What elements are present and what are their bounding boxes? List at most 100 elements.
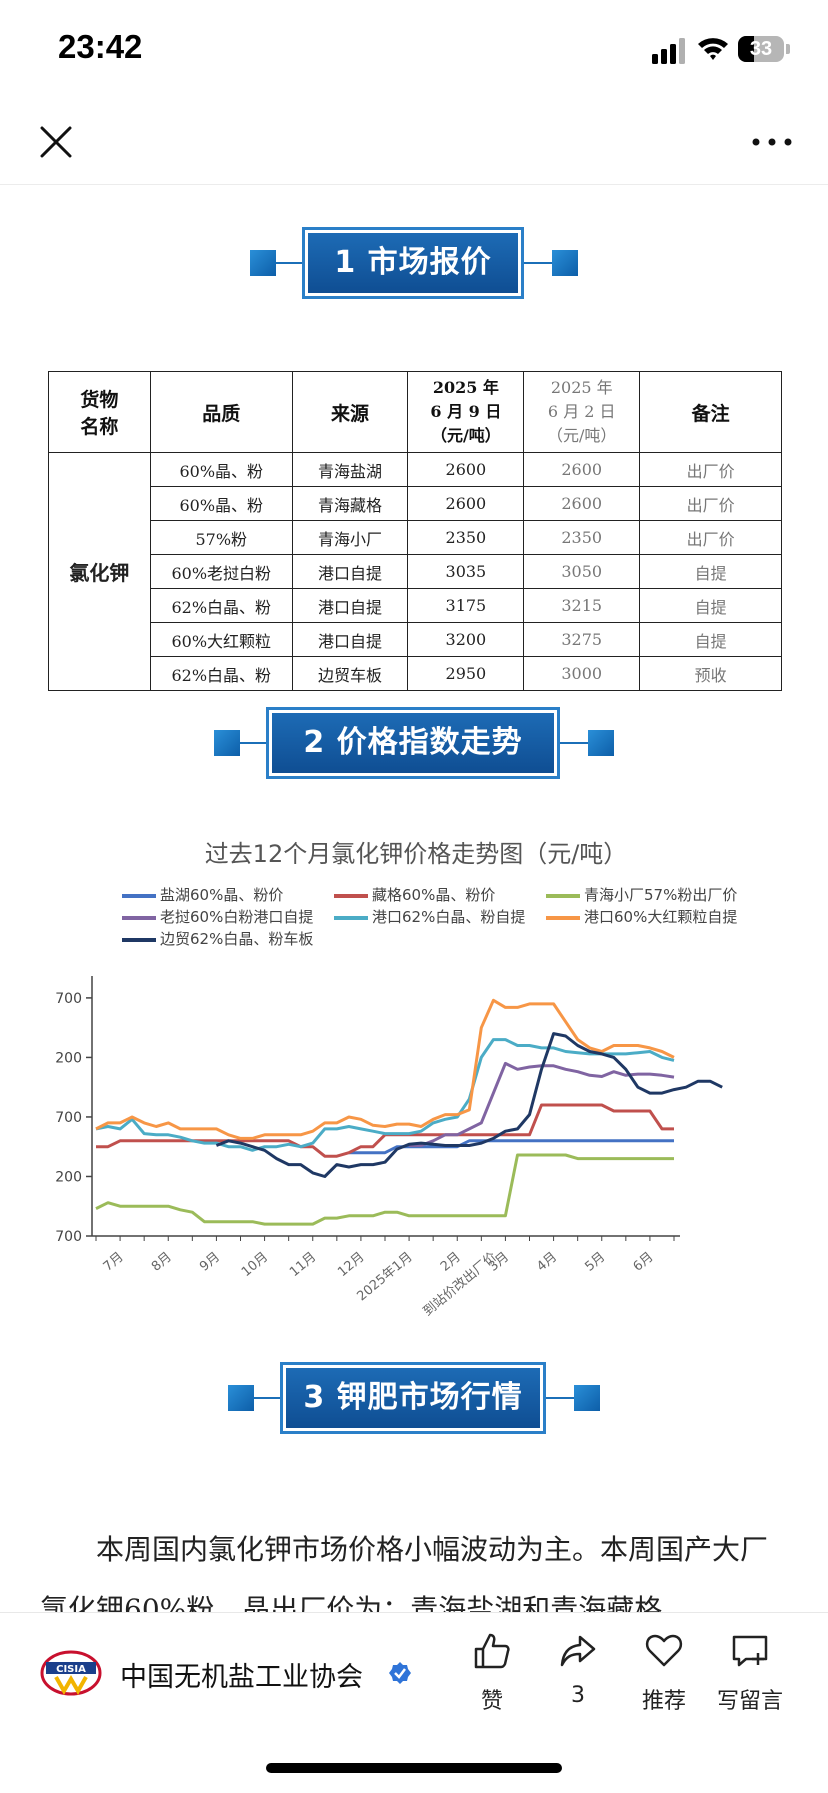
more-icon: [752, 138, 792, 146]
cell-quality: 62%白晶、粉: [149, 656, 293, 691]
cell-quality: 62%白晶、粉: [149, 588, 293, 623]
legend-item: 青海小厂57%粉出厂价: [546, 884, 737, 905]
y-tick-label: 2,700: [56, 1110, 82, 1126]
share-button[interactable]: 3: [538, 1631, 618, 1721]
cell-current: 3035: [407, 554, 525, 589]
thumbs-up-icon: [474, 1633, 510, 1669]
legend-swatch: [546, 893, 580, 898]
x-tick-label: 6月: [631, 1250, 657, 1275]
like-label: 赞: [480, 1689, 503, 1714]
section-header-2: 2 价格指数走势: [0, 707, 828, 779]
cell-current: 3200: [407, 622, 525, 657]
comment-label: 写留言: [716, 1689, 783, 1714]
cell-source: 青海小厂: [291, 520, 409, 555]
cell-current: 2600: [407, 452, 525, 487]
legend-item: 边贸62%白晶、粉车板: [122, 928, 313, 949]
series-line: [95, 998, 675, 1140]
cell-previous: 3000: [523, 656, 641, 691]
header-remark: 备注: [639, 371, 782, 453]
cell-source: 边贸车板: [291, 656, 409, 691]
legend-item: 港口60%大红颗粒自提: [546, 906, 737, 927]
bottom-action-bar: CISIA 中国无机盐工业协会 赞 3 推荐 写留言: [0, 1612, 828, 1793]
comment-button[interactable]: 写留言: [710, 1631, 790, 1721]
x-tick-label: 5月: [582, 1250, 608, 1275]
logo-text: CISIA: [56, 1664, 86, 1675]
header-quality: 品质: [149, 371, 293, 453]
table-row: 氯化钾 60%晶、粉 青海盐湖 2600 2600 出厂价: [48, 452, 782, 691]
recommend-label: 推荐: [641, 1689, 686, 1714]
recommend-button[interactable]: 推荐: [624, 1631, 704, 1721]
x-tick-label: 2月: [438, 1250, 464, 1275]
cell-previous: 3050: [523, 554, 641, 589]
cell-remark: 出厂价: [639, 486, 782, 521]
status-bar: 23:42 33: [0, 0, 828, 96]
y-tick-label: 1,700: [56, 1229, 82, 1245]
cell-quality: 60%老挝白粉: [149, 554, 293, 589]
table-row: 60%老挝白粉 港口自提 3035 3050 自提: [49, 554, 782, 589]
series-line: [215, 1032, 723, 1178]
more-button[interactable]: [746, 116, 798, 168]
cell-previous: 2350: [523, 520, 641, 555]
cell-source: 港口自提: [291, 622, 409, 657]
header-source: 来源: [291, 371, 409, 453]
legend-swatch: [122, 937, 156, 942]
section-title: 3 钾肥市场行情: [286, 1368, 540, 1428]
comment-icon: [732, 1635, 768, 1667]
section-header-3: 3 钾肥市场行情: [0, 1362, 828, 1434]
table-row: 60%大红颗粒 港口自提 3200 3275 自提: [49, 622, 782, 657]
table-row: 62%白晶、粉 港口自提 3175 3215 自提: [49, 588, 782, 623]
like-button[interactable]: 赞: [452, 1631, 532, 1721]
legend-swatch: [122, 893, 156, 898]
cell-source: 青海藏格: [291, 486, 409, 521]
cell-remark: 自提: [639, 622, 782, 657]
share-icon: [560, 1635, 596, 1667]
cell-quality: 60%晶、粉: [149, 452, 293, 487]
wifi-icon: [698, 38, 728, 60]
x-tick-label: 8月: [149, 1250, 175, 1275]
close-button[interactable]: [30, 116, 82, 168]
series-line: [95, 1153, 674, 1226]
section-title: 2 价格指数走势: [272, 713, 554, 773]
legend-swatch: [334, 893, 368, 898]
x-tick-label: 7月: [101, 1250, 127, 1275]
y-tick-label: 2,200: [56, 1169, 82, 1185]
cell-source: 港口自提: [291, 588, 409, 623]
cell-previous: 3275: [523, 622, 641, 657]
section-header-1: 1 市场报价: [0, 227, 828, 299]
legend-item: 藏格60%晶、粉价: [334, 884, 495, 905]
table-row: 62%白晶、粉 边贸车板 2950 3000 预收: [49, 656, 782, 691]
series-line: [96, 1103, 674, 1158]
home-indicator: [266, 1763, 562, 1773]
x-tick-label: 12月: [335, 1250, 367, 1280]
series-line: [95, 1038, 675, 1152]
legend-item: 盐湖60%晶、粉价: [122, 884, 283, 905]
y-tick-label: 3,200: [56, 1050, 82, 1066]
cell-previous: 3215: [523, 588, 641, 623]
cell-current: 2950: [407, 656, 525, 691]
cell-remark: 自提: [639, 554, 782, 589]
x-tick-label: 11月: [287, 1250, 319, 1280]
legend-swatch: [334, 915, 368, 920]
legend-item: 老挝60%白粉港口自提: [122, 906, 313, 927]
cell-current: 2350: [407, 520, 525, 555]
legend-swatch: [546, 915, 580, 920]
org-name[interactable]: 中国无机盐工业协会: [120, 1662, 363, 1693]
cell-current: 3175: [407, 588, 525, 623]
x-tick-label: 4月: [534, 1250, 560, 1275]
verified-icon: [389, 1662, 411, 1684]
cell-current: 2600: [407, 486, 525, 521]
cell-remark: 自提: [639, 588, 782, 623]
cell-source: 青海盐湖: [291, 452, 409, 487]
x-tick-label: 10月: [239, 1250, 271, 1280]
cell-quality: 60%晶、粉: [149, 486, 293, 521]
battery-level: 33: [749, 38, 773, 60]
heart-icon: [645, 1634, 683, 1667]
cell-quality: 57%粉: [149, 520, 293, 555]
signal-icon: [652, 38, 685, 64]
table-row: 60%晶、粉 青海藏格 2600 2600 出厂价: [49, 486, 782, 521]
org-logo[interactable]: CISIA: [40, 1649, 102, 1697]
y-tick-label: 3,700: [56, 991, 82, 1007]
